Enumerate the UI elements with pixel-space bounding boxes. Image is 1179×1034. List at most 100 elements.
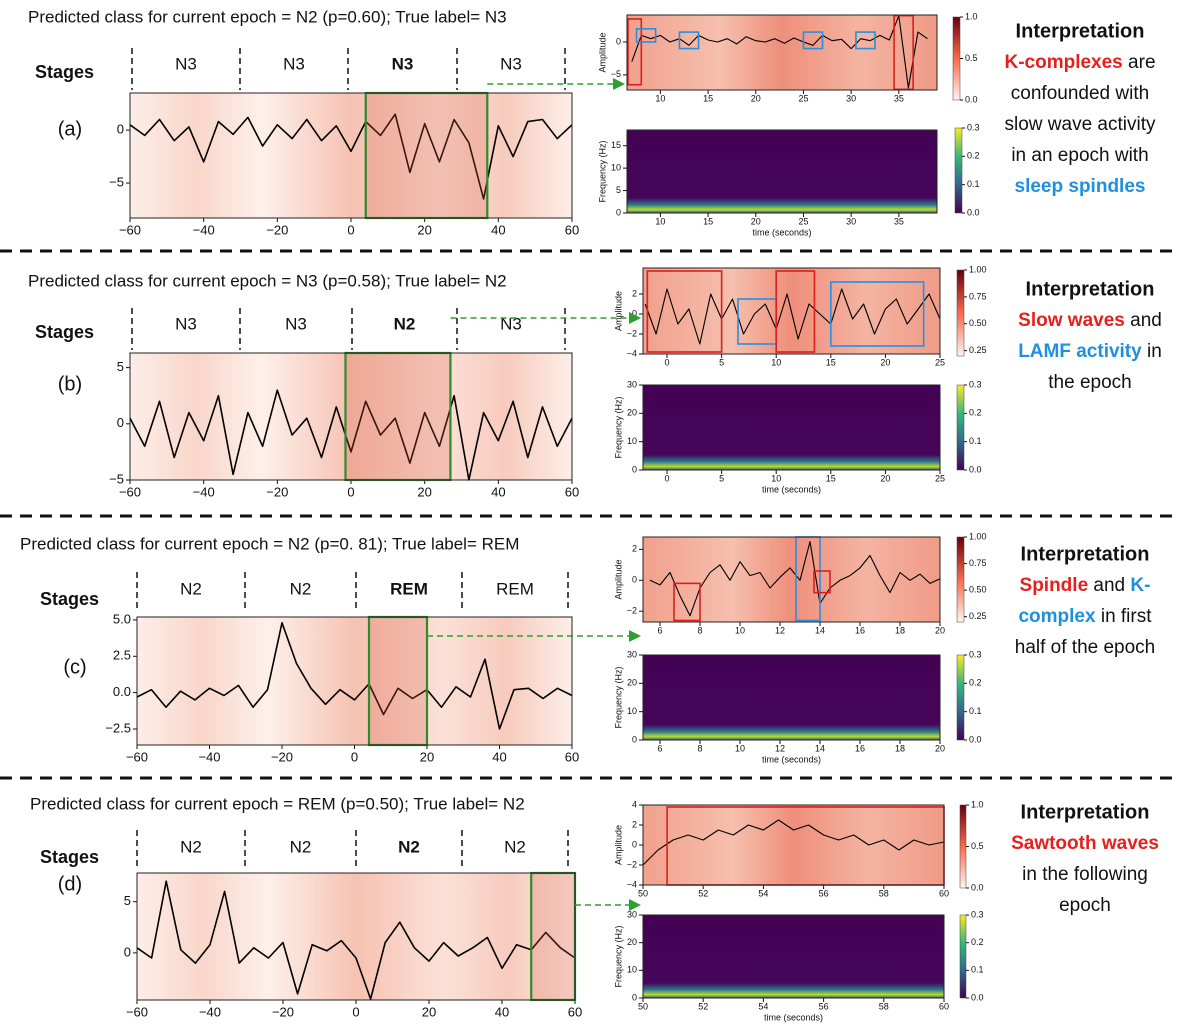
interpretation-title: Interpretation (1021, 543, 1150, 565)
plot-frame (136, 616, 573, 746)
interpretation-line: Spindle and K- (1020, 575, 1151, 596)
y-tick-label: 5 (124, 893, 131, 908)
stage-label: N3 (175, 54, 197, 73)
y-axis-label: Amplitude (613, 825, 623, 865)
interpretation-text: and (1088, 575, 1130, 596)
x-tick-label: 10 (735, 743, 745, 753)
x-tick-label: −20 (266, 484, 288, 499)
x-tick-label: 5 (719, 357, 724, 367)
interpretation-text: Spindle (1020, 575, 1089, 596)
interpretation-text: the epoch (1048, 372, 1131, 393)
colorbar-tick-label: 0.0 (969, 734, 982, 744)
y-tick-label: 0 (117, 122, 124, 137)
y-tick-label: 10 (611, 163, 621, 173)
signal-line (631, 15, 928, 89)
x-tick-label: 50 (638, 888, 648, 898)
y-tick-label: 20 (627, 937, 637, 947)
x-tick-label: 20 (422, 1004, 436, 1019)
x-tick-label: 56 (819, 888, 829, 898)
colorbar-tick-label: 0.0 (967, 207, 980, 217)
y-tick-label: 10 (627, 436, 637, 446)
stage-label: N3 (500, 54, 522, 73)
x-tick-label: 14 (815, 625, 825, 635)
signal-line (642, 819, 945, 866)
plot-frame (136, 872, 576, 1001)
stage-label: N2 (504, 837, 526, 856)
y-tick-label: 0 (616, 207, 621, 217)
link-arrow-head (629, 630, 641, 642)
x-tick-label: 10 (655, 93, 665, 103)
x-tick-label: 20 (880, 473, 890, 483)
y-axis-label: Frequency (Hz) (613, 666, 623, 728)
y-tick-label: 0 (632, 575, 637, 585)
y-tick-label: 0 (632, 464, 637, 474)
x-tick-label: 15 (826, 473, 836, 483)
interpretation-text: LAMF activity (1018, 341, 1142, 362)
annotation-box (830, 281, 925, 347)
interpretation-text: in (1142, 341, 1162, 362)
annotation-box (673, 582, 701, 622)
colorbar (956, 536, 965, 623)
y-tick-label: 0 (124, 944, 131, 959)
colorbar-tick-label: 0.1 (967, 179, 980, 189)
colorbar (959, 804, 967, 889)
y-tick-label: 0 (632, 992, 637, 1002)
stages-title: Stages (40, 589, 99, 609)
panel-header: Predicted class for current epoch = N3 (… (28, 271, 507, 290)
interpretation-line: sleep spindles (1015, 176, 1146, 197)
plot-background (643, 805, 944, 885)
y-tick-label: 0 (616, 36, 621, 46)
stages-title: Stages (40, 847, 99, 867)
signal-line (129, 389, 573, 481)
link-arrow-head (629, 312, 641, 324)
y-tick-label: 5 (616, 185, 621, 195)
y-tick-label: −2 (627, 328, 637, 338)
y-tick-label: 30 (627, 909, 637, 919)
plot-background (643, 915, 944, 998)
x-tick-label: 18 (895, 625, 905, 635)
signal-line (644, 288, 941, 345)
interpretation-text: complex (1018, 606, 1096, 627)
x-tick-label: 20 (417, 222, 431, 237)
stage-label: N3 (392, 54, 414, 73)
stage-label: N3 (285, 314, 307, 333)
interpretation-text: Slow waves (1018, 310, 1125, 331)
annotation-box (813, 570, 831, 594)
panel-label: (a) (58, 118, 82, 140)
colorbar-tick-label: 1.00 (969, 264, 987, 274)
colorbar-tick-label: 0.0 (971, 992, 984, 1002)
x-tick-label: 25 (798, 93, 808, 103)
colorbar-tick-label: 0.25 (969, 345, 987, 355)
colorbar (956, 269, 965, 357)
x-tick-label: −20 (272, 1004, 294, 1019)
x-axis-label: time (seconds) (764, 1012, 823, 1022)
x-tick-label: 58 (879, 888, 889, 898)
panel-header: Predicted class for current epoch = N2 (… (20, 534, 519, 553)
x-tick-label: 60 (565, 484, 579, 499)
colorbar (956, 384, 965, 471)
x-tick-label: 20 (420, 749, 434, 764)
interpretation-text: are (1123, 52, 1156, 73)
x-tick-label: 52 (698, 1001, 708, 1011)
y-tick-label: 0 (632, 308, 637, 318)
panel-label: (c) (63, 656, 86, 678)
colorbar-tick-label: 0.3 (971, 909, 984, 919)
interpretation-line: LAMF activity in (1018, 341, 1162, 362)
plot-background (643, 655, 940, 740)
stage-label: N2 (180, 579, 202, 598)
colorbar-tick-label: 0.1 (969, 706, 982, 716)
interpretation-text: in first (1096, 606, 1153, 627)
colorbar-tick-label: 0.50 (969, 585, 987, 595)
signal-line (129, 113, 573, 200)
highlight-box (367, 615, 429, 747)
interpretation-text: in the following (1022, 864, 1148, 885)
x-tick-label: 25 (935, 357, 945, 367)
signal-line (136, 622, 573, 730)
x-tick-label: 10 (771, 473, 781, 483)
x-tick-label: 25 (935, 473, 945, 483)
plot-frame (642, 804, 945, 886)
interpretation-line: Slow waves and (1018, 310, 1162, 331)
stage-label: N2 (394, 314, 416, 333)
y-tick-label: 30 (627, 649, 637, 659)
x-tick-label: 16 (855, 743, 865, 753)
